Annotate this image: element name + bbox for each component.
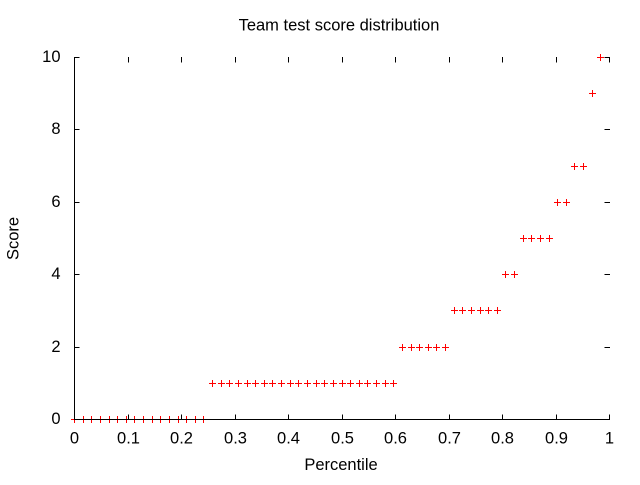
svg-text:8: 8 (51, 120, 60, 138)
svg-text:0: 0 (70, 430, 79, 448)
svg-text:0.2: 0.2 (170, 430, 193, 448)
svg-text:0.4: 0.4 (277, 430, 300, 448)
svg-text:1: 1 (605, 430, 614, 448)
svg-text:4: 4 (51, 265, 60, 283)
svg-text:0.7: 0.7 (438, 430, 461, 448)
svg-text:0.9: 0.9 (545, 430, 568, 448)
svg-text:0: 0 (51, 410, 60, 428)
svg-text:Score: Score (5, 217, 23, 260)
svg-text:10: 10 (42, 48, 60, 66)
svg-text:0.3: 0.3 (224, 430, 247, 448)
svg-text:0.6: 0.6 (384, 430, 407, 448)
svg-text:0.8: 0.8 (491, 430, 514, 448)
svg-text:6: 6 (51, 193, 60, 211)
svg-text:Team test score distribution: Team test score distribution (239, 17, 440, 35)
svg-text:2: 2 (51, 338, 60, 356)
svg-text:0.5: 0.5 (331, 430, 354, 448)
svg-text:Percentile: Percentile (304, 456, 377, 474)
svg-text:0.1: 0.1 (117, 430, 140, 448)
